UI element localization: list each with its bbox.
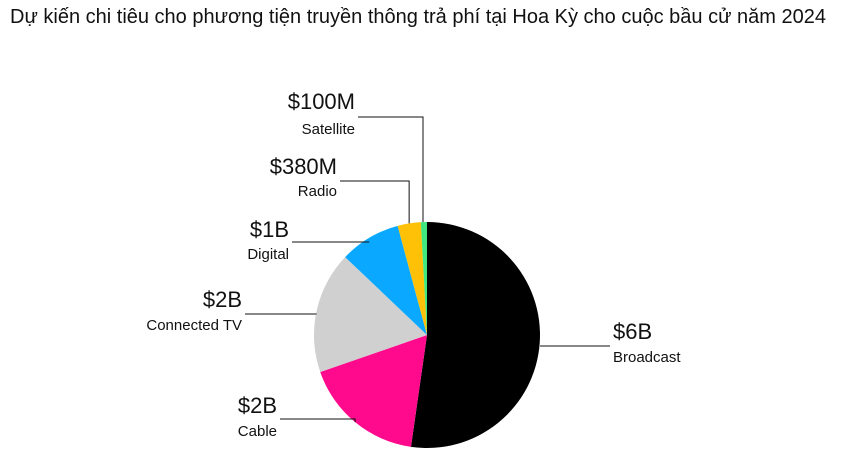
leader-line	[280, 418, 356, 423]
pie-slice	[345, 225, 427, 335]
value-label: $6B	[613, 319, 652, 344]
leader-line	[358, 116, 424, 223]
category-label: Broadcast	[613, 349, 681, 366]
leader-line	[340, 180, 410, 224]
chart-title: Dự kiến chi tiêu cho phương tiện truyền …	[10, 6, 826, 28]
pie-slice	[420, 222, 427, 335]
pie-slice	[314, 257, 427, 373]
pie-slice	[410, 222, 540, 448]
value-label: $100M	[288, 89, 355, 114]
value-label: $380M	[270, 154, 337, 179]
pie-slice	[397, 222, 427, 335]
value-label: $1B	[250, 217, 289, 242]
category-label: Radio	[298, 183, 337, 200]
category-label: Satellite	[302, 121, 355, 138]
category-label: Connected TV	[146, 317, 242, 334]
value-label: $2B	[203, 287, 242, 312]
value-label: $2B	[238, 393, 277, 418]
pie-slice	[320, 335, 427, 447]
category-label: Digital	[247, 246, 289, 263]
category-label: Cable	[238, 423, 277, 440]
